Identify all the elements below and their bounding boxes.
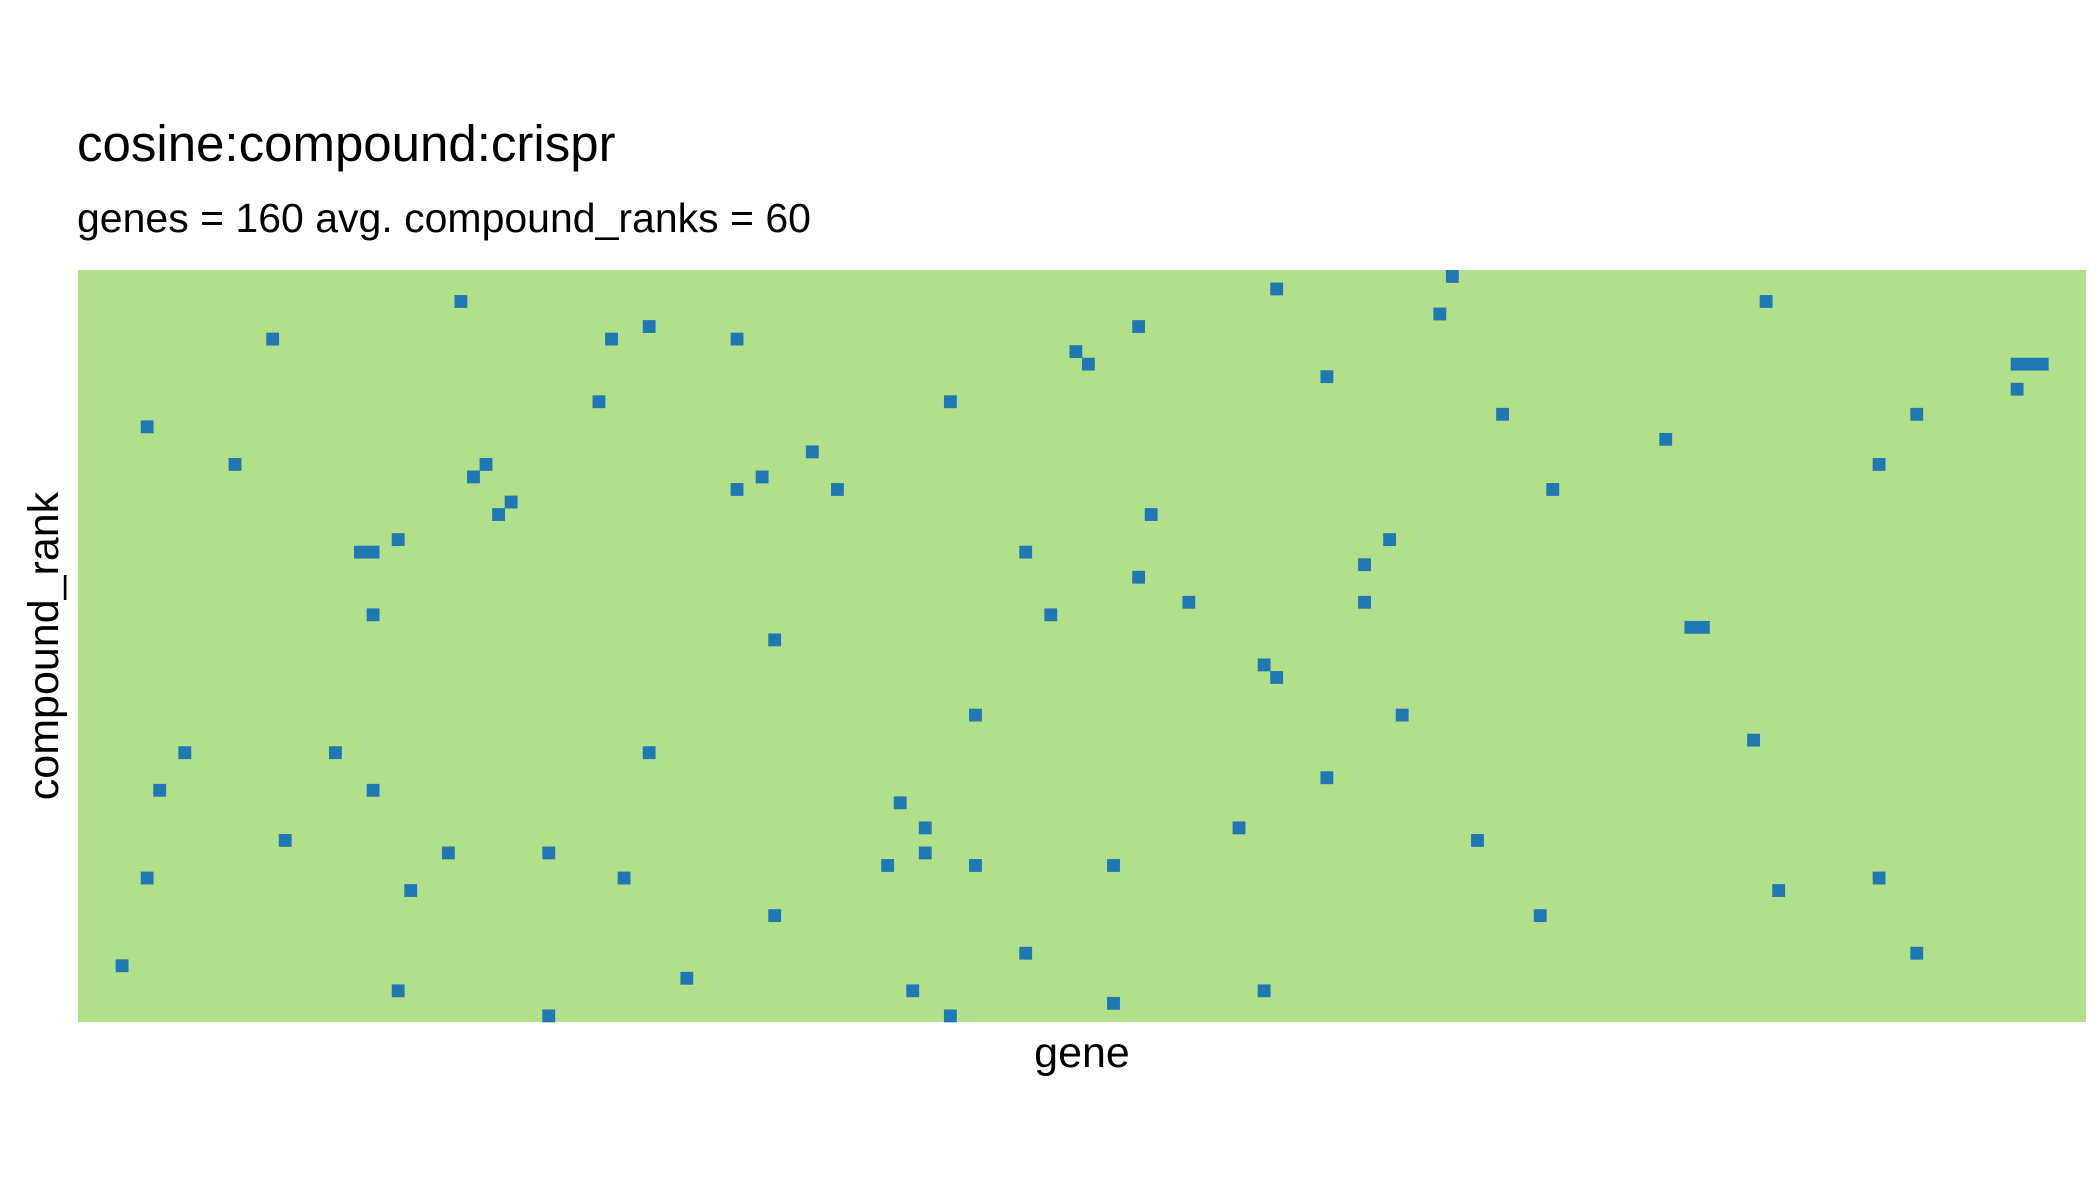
chart-subtitle: genes = 160 avg. compound_ranks = 60: [77, 195, 811, 241]
heatmap-cell: [278, 834, 292, 847]
heatmap-cell: [391, 984, 405, 998]
heatmap-cell: [542, 1009, 556, 1023]
heatmap-cell: [1257, 658, 1271, 672]
heatmap-cell: [1872, 458, 1886, 471]
heatmap-cell: [366, 783, 380, 797]
heatmap-cell: [1910, 946, 1924, 960]
heatmap-cell: [1747, 733, 1760, 747]
heatmap-cell: [504, 495, 518, 509]
heatmap-cell: [140, 420, 154, 434]
heatmap-cell: [2010, 357, 2024, 371]
heatmap-cell: [391, 533, 405, 547]
heatmap-cell: [140, 871, 154, 885]
heatmap-cell: [329, 746, 342, 760]
heatmap-cell: [1358, 558, 1371, 572]
chart-title: cosine:compound:crispr: [77, 115, 616, 172]
heatmap-cell: [1872, 871, 1886, 885]
heatmap-cell: [266, 332, 280, 346]
heatmap-cell: [354, 545, 367, 559]
heatmap-cell: [943, 395, 957, 409]
heatmap-cell: [1132, 320, 1146, 333]
heatmap-cell: [1320, 771, 1334, 785]
heatmap-cell: [1358, 595, 1371, 609]
heatmap-cell: [1445, 270, 1459, 283]
heatmap-cell: [1659, 432, 1673, 446]
heatmap-cell: [918, 846, 932, 860]
x-axis-label: gene: [1034, 1029, 1130, 1077]
heatmap-cell: [2010, 382, 2024, 396]
heatmap-cell: [1270, 282, 1284, 296]
heatmap-cell: [730, 332, 744, 346]
heatmap-cell: [1107, 996, 1120, 1010]
heatmap-cell: [680, 971, 694, 985]
heatmap-cell: [768, 633, 782, 647]
heatmap-cell: [228, 458, 242, 471]
heatmap-cell: [730, 483, 744, 496]
heatmap-cell: [1759, 295, 1773, 308]
heatmap-cell: [1696, 620, 1710, 634]
y-axis-label: compound_rank: [20, 491, 68, 800]
heatmap-cell: [1684, 620, 1698, 634]
heatmap-cell: [969, 708, 982, 722]
heatmap-cell: [969, 859, 982, 872]
heatmap-cell: [1107, 859, 1120, 872]
heatmap-cell: [542, 846, 556, 860]
heatmap-cell: [1182, 595, 1196, 609]
heatmap-cell: [441, 846, 455, 860]
heatmap-cell: [768, 909, 782, 923]
heatmap-cell: [605, 332, 618, 346]
heatmap-cell: [479, 458, 493, 471]
heatmap-cell: [454, 295, 468, 308]
heatmap-cell: [366, 545, 380, 559]
heatmap-cell: [642, 746, 656, 760]
heatmap-cell: [115, 959, 129, 973]
heatmap-cell: [1546, 483, 1560, 496]
heatmap-cell: [1019, 946, 1033, 960]
heatmap-cell: [906, 984, 920, 998]
heatmap-cell: [592, 395, 606, 409]
heatmap-cell: [1910, 407, 1924, 421]
heatmap-cell: [1044, 608, 1058, 622]
heatmap-cells: [115, 270, 2049, 1023]
heatmap-cell: [2023, 357, 2037, 371]
heatmap-cell: [617, 871, 631, 885]
heatmap-cell: [366, 608, 380, 622]
heatmap-cell: [1132, 570, 1146, 584]
heatmap-cell: [1144, 508, 1158, 521]
heatmap-cell: [404, 884, 418, 897]
heatmap-cell: [1395, 708, 1409, 722]
heatmap-cell: [805, 445, 819, 459]
heatmap-cell: [492, 508, 505, 521]
heatmap-cell: [153, 783, 167, 797]
heatmap-cell: [1471, 834, 1484, 847]
heatmap-cell: [642, 320, 656, 333]
heatmap-cell: [1496, 407, 1509, 421]
heatmap-cell: [1533, 909, 1547, 923]
heatmap-cell: [1383, 533, 1397, 547]
heatmap-cell: [1433, 307, 1447, 321]
heatmap-cell: [1069, 345, 1083, 359]
heatmap-cell: [1320, 370, 1334, 384]
heatmap-cell: [1082, 357, 1095, 371]
heatmap-cell: [881, 859, 895, 872]
heatmap-cell: [1232, 821, 1246, 835]
heatmap-cell: [2035, 357, 2049, 371]
heatmap-cell: [943, 1009, 957, 1023]
heatmap-cell: [1019, 545, 1033, 559]
heatmap-cell: [755, 470, 769, 484]
heatmap-cell: [1270, 671, 1284, 684]
heatmap-cell: [1257, 984, 1271, 998]
heatmap-cell: [918, 821, 932, 835]
heatmap-cell: [893, 796, 907, 810]
heatmap-cell: [1772, 884, 1786, 897]
plot-panel: [78, 270, 2086, 1022]
heatmap-cell: [467, 470, 480, 484]
heatmap-cell: [178, 746, 192, 760]
heatmap-cell: [831, 483, 844, 496]
